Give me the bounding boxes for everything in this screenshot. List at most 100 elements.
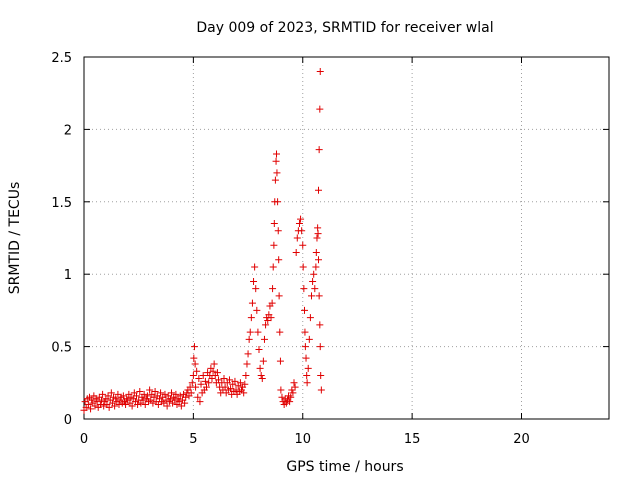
data-point (277, 386, 285, 394)
data-point (157, 389, 165, 397)
data-point (305, 335, 313, 343)
data-point (315, 292, 323, 300)
data-point (134, 401, 142, 409)
data-point (298, 227, 306, 235)
data-point (287, 393, 295, 401)
data-point (190, 343, 198, 351)
data-point (192, 383, 200, 391)
data-point (273, 150, 280, 158)
data-point (141, 401, 149, 409)
data-point (163, 402, 171, 410)
data-point (259, 357, 267, 365)
data-point (166, 395, 174, 403)
plot-frame (83, 56, 610, 420)
data-point (123, 395, 131, 403)
x-tick-label: 0 (80, 432, 88, 447)
data-point (107, 389, 115, 397)
data-point (269, 263, 277, 271)
data-point (272, 157, 280, 165)
data-point (299, 241, 307, 249)
data-point (146, 386, 154, 394)
data-point (257, 372, 265, 380)
data-point (275, 292, 283, 300)
data-point (288, 386, 296, 394)
data-point (190, 354, 198, 362)
data-point (315, 186, 322, 194)
data-point (172, 390, 180, 398)
data-point (143, 392, 151, 400)
data-point (175, 398, 183, 406)
x-tick-label: 5 (189, 432, 197, 447)
data-point (292, 248, 300, 256)
data-point (243, 360, 251, 368)
data-point (251, 263, 259, 271)
data-point (315, 146, 323, 154)
data-point (313, 234, 321, 242)
grid (84, 57, 609, 419)
data-point (247, 314, 255, 322)
data-point (209, 367, 217, 375)
data-point (260, 335, 268, 343)
y-tick-label: 0.5 (51, 341, 72, 356)
data-point (87, 405, 95, 413)
data-point (189, 372, 197, 380)
data-point (133, 392, 140, 400)
data-point (162, 396, 170, 404)
data-point (105, 403, 113, 411)
data-point (182, 393, 190, 401)
data-point (301, 328, 309, 336)
data-point (151, 387, 159, 395)
data-point (246, 328, 254, 336)
data-point (104, 392, 112, 400)
data-point (193, 367, 201, 375)
data-point (99, 390, 107, 398)
data-point (295, 220, 303, 228)
data-point (205, 379, 213, 387)
data-point (149, 399, 157, 407)
data-point (315, 256, 322, 264)
data-point (181, 399, 189, 407)
data-point (220, 374, 228, 382)
data-point (317, 372, 325, 380)
axis-ticks (83, 56, 609, 420)
x-tick-label: 20 (513, 432, 530, 447)
y-tick-label: 1 (64, 268, 72, 283)
data-point (236, 379, 244, 387)
data-point (227, 385, 235, 393)
data-point (290, 379, 298, 387)
data-point (165, 398, 173, 406)
data-point (91, 402, 99, 410)
data-point (264, 317, 272, 325)
data-point (299, 263, 307, 271)
data-point (256, 364, 264, 372)
data-point (140, 390, 148, 398)
data-point (289, 389, 297, 397)
data-point (286, 398, 294, 406)
data-point (93, 398, 101, 406)
x-axis-label: GPS time / hours (286, 459, 403, 475)
data-point (275, 256, 283, 264)
data-point (255, 345, 263, 353)
data-point (316, 343, 324, 351)
data-point (115, 401, 123, 409)
data-point (312, 263, 320, 271)
data-point (215, 376, 223, 384)
data-point (311, 285, 319, 293)
data-point (231, 377, 239, 385)
data-point (302, 354, 310, 362)
data-point (98, 396, 105, 404)
data-point (201, 377, 209, 385)
data-point (314, 230, 322, 238)
data-point (250, 277, 258, 285)
data-point (301, 343, 309, 351)
y-tick-label: 2 (64, 123, 72, 138)
data-point (195, 374, 203, 382)
data-point (316, 67, 324, 75)
y-tick-label: 2.5 (51, 51, 72, 66)
data-point (139, 396, 147, 404)
data-point (241, 380, 249, 388)
data-point (270, 241, 278, 249)
data-point (293, 234, 301, 242)
data-point (242, 372, 250, 380)
data-point (276, 357, 284, 365)
